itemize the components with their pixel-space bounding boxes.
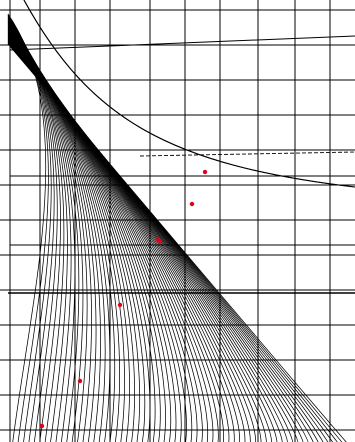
slanted-line: [9, 35, 355, 51]
marker-point: [117, 302, 123, 308]
marker-point: [202, 169, 208, 175]
marker-point: [189, 201, 195, 207]
marker-point: [77, 378, 83, 384]
curve-family: [7, 0, 355, 442]
markers: [39, 169, 208, 429]
marker-point: [157, 238, 163, 244]
extra-lines: [8, 35, 355, 294]
marker-point: [39, 423, 45, 429]
envelope-mask: [24, 0, 355, 187]
